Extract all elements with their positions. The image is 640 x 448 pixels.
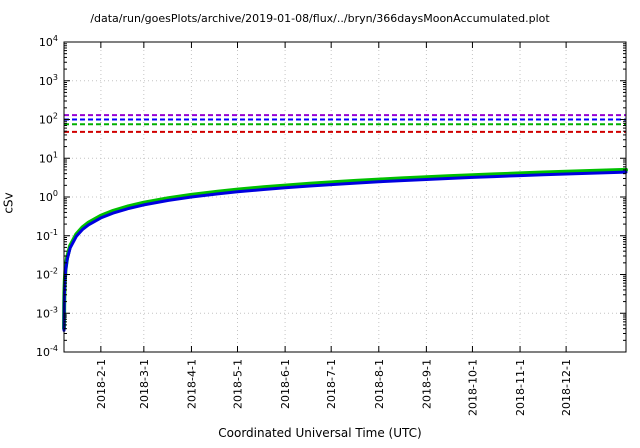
- threshold-lines: [64, 114, 626, 133]
- x-tick-label: 2018-8-1: [373, 359, 386, 409]
- x-tick-label: 2018-9-1: [420, 359, 433, 409]
- x-tick-label: 2018-4-1: [185, 359, 198, 409]
- y-tick-label: 10-4: [36, 344, 58, 359]
- plot-border: [63, 41, 627, 353]
- x-tick-label: 2018-12-1: [560, 359, 573, 416]
- grid: [64, 41, 626, 353]
- y-tick-label: 101: [39, 150, 58, 165]
- x-axis-label: Coordinated Universal Time (UTC): [218, 426, 422, 440]
- chart-title: /data/run/goesPlots/archive/2019-01-08/f…: [90, 12, 550, 25]
- series-accumulated-dose-lower: [62, 170, 628, 332]
- y-tick-label: 102: [39, 112, 58, 127]
- series-accumulated-dose-upper: [62, 167, 628, 331]
- axes: 10-4 10-3 10-2 10-1 100 101 102 103 104 2018-2-1 2…: [36, 34, 626, 416]
- x-tick-label: 2018-6-1: [279, 359, 292, 409]
- y-tick-label: 10-3: [36, 305, 58, 320]
- y-tick-label: 10-2: [36, 267, 58, 282]
- y-tick-label: 104: [39, 34, 58, 49]
- y-tick-label: 103: [39, 73, 58, 88]
- x-tick-label: 2018-10-1: [466, 359, 479, 416]
- x-tick-label: 2018-11-1: [514, 359, 527, 416]
- x-tick-label: 2018-2-1: [95, 359, 108, 409]
- y-tick-label: 100: [39, 189, 58, 204]
- x-tick-label: 2018-7-1: [325, 359, 338, 409]
- y-tick-label: 10-1: [36, 228, 58, 243]
- x-tick-label: 2018-5-1: [232, 359, 245, 409]
- x-tick-label: 2018-3-1: [138, 359, 151, 409]
